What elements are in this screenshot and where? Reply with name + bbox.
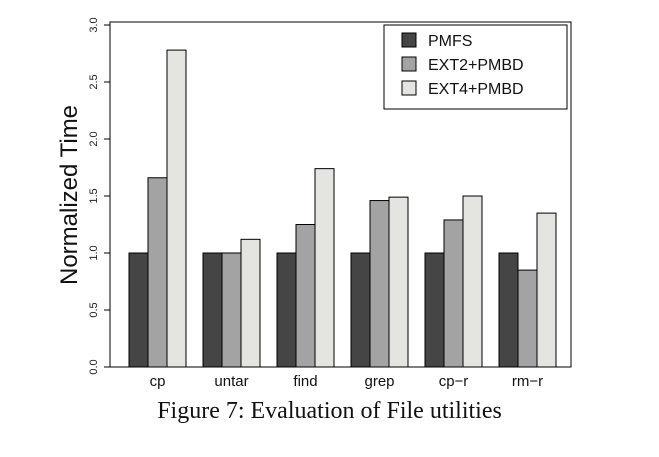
figure-caption: Figure 7: Evaluation of File utilities bbox=[157, 398, 502, 424]
bar-ext2-pmbd-5 bbox=[517, 269, 538, 368]
bar-ext4-pmbd-2 bbox=[314, 168, 335, 368]
bar-ext4-pmbd-0 bbox=[166, 49, 187, 368]
bar-pmfs-1 bbox=[202, 252, 223, 368]
bar-pmfs-0 bbox=[128, 252, 149, 368]
bar-ext2-pmbd-2 bbox=[295, 224, 316, 368]
x-tick-label: cp bbox=[150, 373, 166, 390]
bar-ext2-pmbd-0 bbox=[147, 177, 168, 368]
legend: PMFS EXT2+PMBD EXT4+PMBD bbox=[383, 24, 568, 110]
bar-group bbox=[128, 49, 557, 368]
bar-ext2-pmbd-4 bbox=[443, 219, 464, 368]
bar-ext4-pmbd-5 bbox=[536, 212, 557, 368]
y-tick-label: 2.5 bbox=[88, 74, 100, 89]
x-axis-tick-labels: cp untar find grep cp−r rm−r bbox=[150, 373, 544, 390]
legend-swatch bbox=[401, 56, 417, 72]
y-tick-label: 0.0 bbox=[88, 359, 100, 374]
y-tick-label: 2.0 bbox=[88, 131, 100, 146]
y-axis: 0.0 0.5 1.0 1.5 2.0 2.5 3.0 bbox=[88, 17, 110, 375]
bar-ext4-pmbd-3 bbox=[388, 196, 409, 368]
bar-ext4-pmbd-4 bbox=[462, 195, 483, 368]
bar-pmfs-2 bbox=[276, 252, 297, 368]
x-tick-label: grep bbox=[364, 373, 394, 390]
y-tick-label: 0.5 bbox=[88, 302, 100, 317]
y-tick-label: 1.5 bbox=[88, 188, 100, 203]
x-tick-label: untar bbox=[214, 373, 248, 390]
bar-ext2-pmbd-1 bbox=[221, 252, 242, 368]
bar-pmfs-5 bbox=[498, 252, 519, 368]
bar-pmfs-4 bbox=[424, 252, 445, 368]
bar-ext2-pmbd-3 bbox=[369, 200, 390, 368]
legend-label: EXT2+PMBD bbox=[428, 57, 524, 74]
legend-swatch bbox=[401, 32, 417, 48]
y-tick-label: 3.0 bbox=[88, 17, 100, 32]
y-axis-label: Normalized Time bbox=[56, 105, 83, 285]
legend-label: EXT4+PMBD bbox=[428, 81, 524, 98]
plot-area-frame bbox=[109, 21, 572, 368]
y-tick-label: 1.0 bbox=[88, 245, 100, 260]
bar-pmfs-3 bbox=[350, 252, 371, 368]
x-tick-label: cp−r bbox=[439, 373, 469, 390]
x-tick-label: rm−r bbox=[512, 373, 543, 390]
bar-ext4-pmbd-1 bbox=[240, 238, 261, 368]
legend-swatch bbox=[401, 80, 417, 96]
x-tick-label: find bbox=[293, 373, 317, 390]
legend-label: PMFS bbox=[428, 33, 472, 50]
